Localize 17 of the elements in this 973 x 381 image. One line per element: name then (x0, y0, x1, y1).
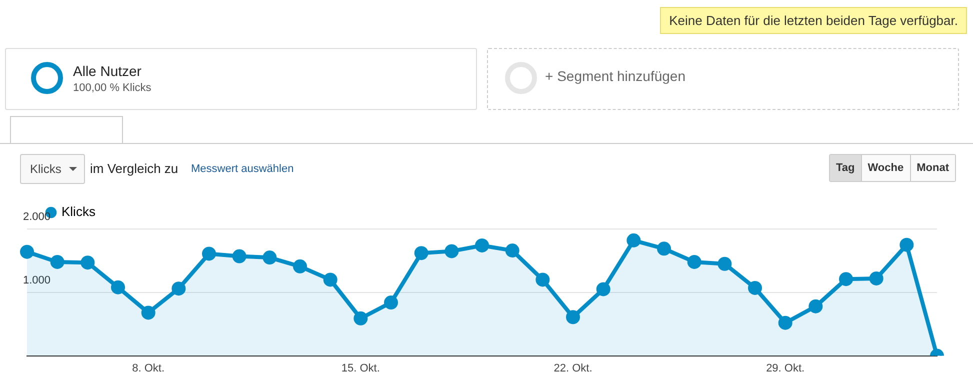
text: Monat (910, 155, 955, 181)
text: Tag (830, 155, 861, 181)
x-tick-label: 15. Okt. (341, 362, 380, 374)
text: Woche (860, 155, 910, 181)
text: Keine Daten für die letzten beiden Tage verfügbar. (660, 7, 967, 34)
text: Klicks (30, 162, 62, 176)
x-tick-label: 8. Okt. (132, 362, 165, 374)
text: im Vergleich zu (90, 161, 178, 176)
text: 100,00 % Klicks (73, 82, 152, 94)
text: + Segment hinzufügen (545, 68, 686, 84)
x-tick-label: 29. Okt. (766, 362, 805, 374)
x-tick-label: 22. Okt. (554, 362, 592, 374)
legend-label: Klicks (62, 204, 96, 220)
text: Alle Nutzer (73, 63, 142, 79)
y-tick-label: 2.000 (23, 211, 51, 224)
y-tick-label: 1.000 (23, 274, 51, 286)
text: Messwert auswählen (191, 163, 294, 175)
